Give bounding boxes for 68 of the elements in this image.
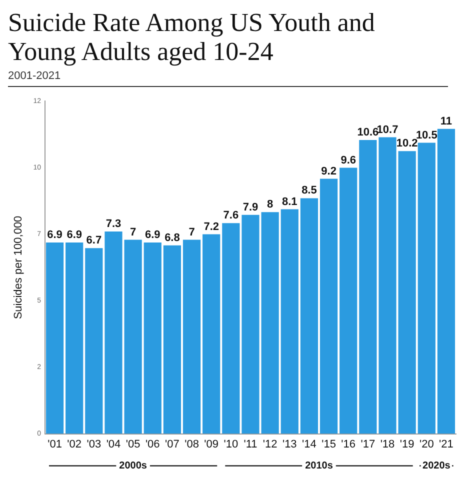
bar <box>202 234 220 434</box>
bar <box>66 242 84 434</box>
bar <box>46 242 64 434</box>
data-label: 7 <box>188 226 195 238</box>
bar <box>242 214 260 434</box>
data-label: 9.6 <box>340 154 356 166</box>
bar <box>300 198 318 434</box>
x-tick-label: '20 <box>419 438 434 450</box>
bar <box>437 128 456 434</box>
bar <box>104 231 122 434</box>
x-tick-label: '04 <box>106 438 121 450</box>
x-tick-label: '17 <box>360 438 376 450</box>
bar <box>340 168 358 434</box>
data-label: 10.7 <box>376 124 398 136</box>
data-label: 10.2 <box>396 138 418 150</box>
x-tick-label: '13 <box>282 438 297 450</box>
data-label: 8.1 <box>282 196 298 208</box>
x-tick-label: '21 <box>439 438 454 450</box>
x-tick-label: '18 <box>380 438 395 450</box>
x-tick-label: '16 <box>341 438 356 450</box>
bar <box>144 242 162 434</box>
data-label: 7.3 <box>106 218 122 230</box>
data-label: 10.6 <box>357 126 379 139</box>
x-tick-label: '03 <box>86 438 102 450</box>
x-tick-label: '07 <box>165 438 180 450</box>
chart-title: Suicide Rate Among US Youth and Young Adults aged 10-24 <box>8 8 376 66</box>
data-label: 11 <box>440 115 452 128</box>
data-label: 8.5 <box>302 184 317 197</box>
x-tick-label: '02 <box>67 438 82 450</box>
y-axis-title: Suicides per 100,000 <box>12 216 25 320</box>
text: 2020s <box>422 460 451 472</box>
bar <box>398 151 416 434</box>
data-label: 6.8 <box>164 232 180 244</box>
bar <box>418 142 436 434</box>
bar <box>320 178 338 434</box>
bar <box>222 223 240 434</box>
bar <box>163 245 182 434</box>
data-label: 9.2 <box>321 165 336 178</box>
data-label: 7.9 <box>242 201 258 214</box>
x-tick-label: '11 <box>244 438 258 450</box>
data-label: 6.7 <box>86 234 102 247</box>
bar <box>261 212 279 434</box>
bar <box>124 240 142 434</box>
x-tick-label: '05 <box>126 438 140 450</box>
bar <box>280 209 298 434</box>
bar <box>359 140 377 434</box>
data-label: 8 <box>267 198 274 211</box>
data-label: 7 <box>130 226 136 238</box>
x-tick-label: '14 <box>302 438 316 450</box>
x-tick-label: '12 <box>262 438 278 450</box>
x-tick-label: '01 <box>48 438 62 450</box>
data-label: 6.9 <box>144 229 160 242</box>
x-tick-label: '09 <box>204 438 219 450</box>
x-tick-label: '15 <box>322 438 336 450</box>
x-tick-label: '10 <box>224 438 238 450</box>
data-label: 7.2 <box>204 220 219 233</box>
data-label: 6.9 <box>47 229 62 242</box>
x-tick-label: '08 <box>184 438 199 450</box>
data-label: 6.9 <box>66 229 82 242</box>
data-label: 7.6 <box>223 210 239 222</box>
x-tick-label: '19 <box>400 438 414 450</box>
text: 2010s <box>305 460 334 472</box>
bar <box>85 248 103 434</box>
text: 2000s <box>119 460 148 472</box>
x-tick-label: '06 <box>145 438 160 450</box>
bar <box>182 240 201 434</box>
bar <box>378 137 396 434</box>
chart-subtitle: 2001-2021 <box>8 70 448 87</box>
